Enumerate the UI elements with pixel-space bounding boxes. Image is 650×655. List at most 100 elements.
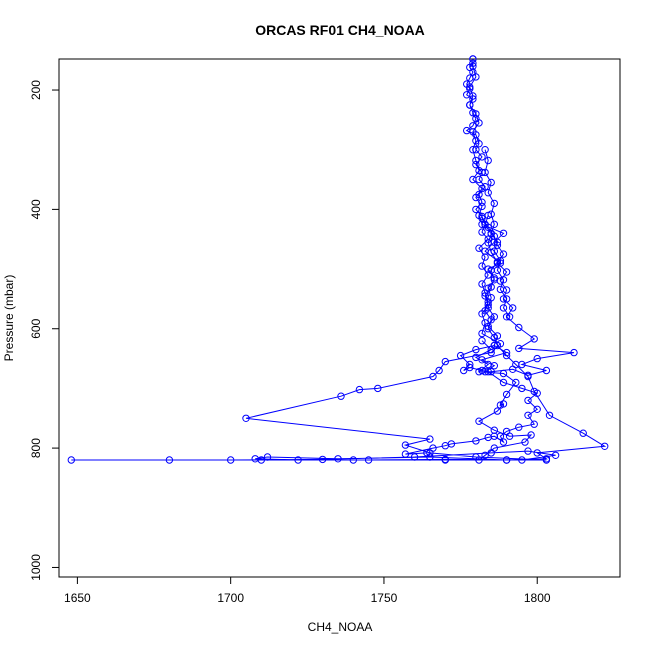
data-point [499, 438, 508, 446]
data-point [242, 414, 250, 422]
data-point [334, 455, 342, 463]
data-point [472, 160, 480, 169]
data-point [469, 92, 477, 100]
data-point [355, 385, 364, 394]
data-point [487, 229, 495, 238]
series-2 [401, 341, 541, 458]
data-point [475, 244, 483, 252]
data-point [165, 456, 174, 464]
data-point [484, 284, 492, 292]
y-axis-label: Pressure (mbar) [2, 275, 16, 362]
x-axis-label: CH4_NOAA [308, 620, 373, 634]
data-point [490, 276, 498, 284]
data-point [490, 247, 498, 255]
data-point [478, 310, 486, 318]
data-point [499, 229, 508, 238]
x-tick-label: 1700 [217, 591, 244, 605]
data-point [518, 360, 526, 369]
data-point [472, 110, 480, 118]
data-point [469, 175, 477, 184]
data-point [472, 437, 480, 445]
data-point [490, 199, 498, 208]
y-tick-label: 800 [29, 438, 43, 458]
y-tick-label: 1000 [29, 554, 43, 581]
data-point [502, 348, 511, 357]
data-point [469, 95, 477, 103]
data-point [579, 429, 587, 437]
data-point [542, 456, 551, 464]
data-point [490, 426, 498, 434]
data-point [423, 449, 431, 457]
data-point [502, 295, 511, 303]
data-point [478, 184, 486, 193]
data-point [294, 456, 302, 464]
data-point [515, 344, 523, 353]
data-point [499, 378, 508, 387]
data-point [429, 372, 437, 381]
data-point [512, 378, 520, 387]
data-point [484, 156, 492, 165]
data-point [499, 304, 508, 312]
data-point [435, 366, 443, 375]
data-point [67, 456, 76, 464]
data-point [472, 137, 480, 145]
data-point [484, 239, 492, 247]
data-point [469, 146, 477, 154]
data-point [263, 453, 272, 461]
data-point [481, 146, 489, 154]
series-4 [481, 146, 514, 321]
data-point [487, 210, 495, 218]
data-point [509, 365, 517, 373]
data-point [484, 322, 492, 331]
data-point [478, 228, 486, 236]
data-point [478, 198, 486, 206]
data-point [318, 455, 327, 464]
data-point [521, 438, 529, 446]
data-point [472, 156, 480, 165]
plot-frame [58, 58, 621, 578]
data-point [349, 456, 357, 464]
chart-title: ORCAS RF01 CH4_NOAA [255, 22, 425, 38]
data-point [493, 332, 502, 340]
data-point [487, 294, 495, 302]
data-point [337, 392, 345, 400]
data-point [466, 363, 474, 372]
data-point [478, 356, 486, 364]
series-line [71, 59, 607, 461]
data-point [493, 407, 502, 415]
data-point [524, 396, 532, 405]
data-point [441, 357, 449, 366]
data-point [466, 101, 474, 109]
data-point [499, 369, 508, 378]
data-point [509, 304, 517, 312]
series-line [484, 149, 511, 318]
data-point [499, 250, 508, 258]
data-point [472, 205, 480, 214]
data-point [472, 146, 480, 154]
data-point [456, 351, 465, 360]
data-point [524, 371, 532, 379]
x-tick-label: 1800 [524, 591, 551, 605]
data-point [478, 337, 486, 345]
data-point [364, 456, 373, 464]
data-point [401, 441, 410, 449]
x-tick-label: 1750 [371, 591, 398, 605]
data-point [502, 390, 511, 399]
data-point [518, 384, 526, 393]
y-tick-label: 200 [29, 80, 43, 100]
data-point [533, 389, 541, 397]
series-layer [67, 55, 609, 464]
data-point [401, 450, 410, 458]
data-point [601, 442, 609, 450]
data-point [251, 455, 259, 463]
data-point [496, 257, 505, 265]
data-point [478, 329, 486, 338]
data-point [484, 304, 492, 312]
data-point [499, 400, 508, 408]
data-point [545, 411, 554, 419]
data-point [469, 128, 477, 136]
data-point [475, 368, 483, 376]
data-point [481, 221, 489, 229]
data-point [441, 455, 449, 464]
